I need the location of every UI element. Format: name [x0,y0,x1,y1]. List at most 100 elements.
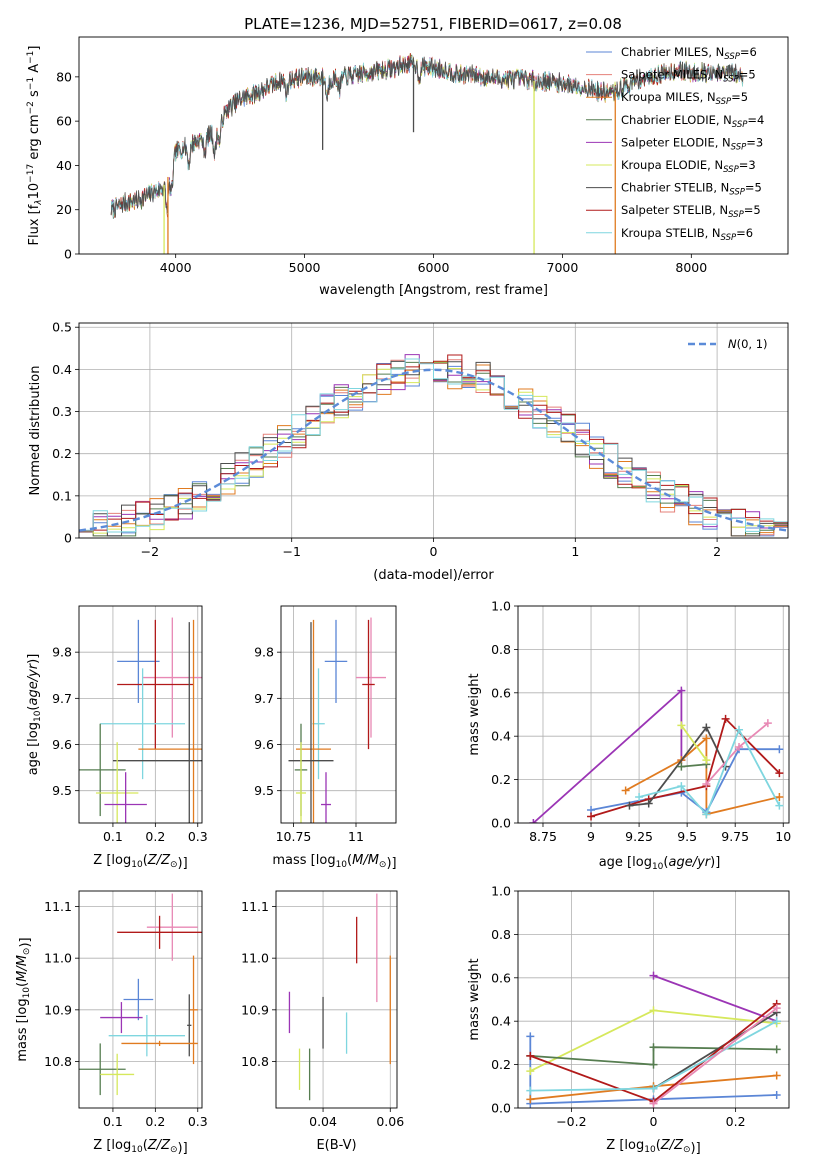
axes: −0.2 0 0.2 0.0 0.2 0.4 0.6 0.8 1.0 Z [log10(Z/Z⊙)… [467,884,790,1156]
weight-marker [775,769,784,778]
x-tick-label: 0.2 [145,1114,165,1129]
weight-marker [772,1090,781,1099]
y-tick-label: 11.0 [241,951,269,966]
x-axis-label: Z [log10(Z/Z⊙)] [606,1138,700,1156]
x-axis-label: age [log10(age/yr)] [599,855,721,872]
weight-marker [526,1086,535,1095]
y-tick-label: 10.9 [241,1002,269,1017]
legend-entry: Chabrier ELODIE, NSSP=4 [621,113,764,130]
axes-frame [280,605,397,824]
weight-series [653,974,778,1023]
grid [79,891,202,1108]
y-axis-label: age [log10(age/yr)] [26,654,43,776]
plot-area [110,53,744,254]
weight-marker [621,786,630,795]
weight-marker [526,1051,535,1060]
weight-z-axes: −0.2 0 0.2 0.0 0.2 0.4 0.6 0.8 1.0 Z [log10(Z/Z⊙)… [467,884,790,1156]
mass-ebv-axes: 0.04 0.06 10.8 10.9 11.0 11.1 E(B-V) [241,890,404,1153]
weight-marker [721,714,730,723]
x-tick-label: −0.2 [556,1114,586,1129]
y-tick-label: 60 [56,114,72,129]
y-tick-label: 9.7 [254,691,274,706]
legend-entry: Salpeter MILES, NSSP=5 [621,68,756,85]
axes: −2 −1 0 1 2 0 0.1 0.2 0.3 0.4 0.5 N(0, 1) (data-mode… [28,320,789,583]
weight-marker [772,1045,781,1054]
x-tick-label: 7000 [547,260,579,275]
y-tick-label: 1.0 [491,599,511,614]
weight-marker [677,782,686,791]
plot-area [79,893,202,1096]
x-tick-label: 4000 [160,260,192,275]
y-tick-label: 0.0 [491,1101,511,1116]
y-tick-label: 0.4 [491,729,511,744]
weight-marker [625,801,634,810]
x-tick-label: −1 [282,544,300,559]
axes-frame [275,890,398,1109]
y-tick-label: 0.6 [491,970,511,985]
y-tick-label: 9.5 [254,783,274,798]
weight-marker [677,762,686,771]
weight-series [680,724,708,761]
legend-entry: Kroupa STELIB, NSSP=6 [621,226,753,243]
x-tick-label: 9.75 [721,829,749,844]
y-tick-label: 9.6 [52,737,72,752]
spectrum-axes: 4000 5000 6000 7000 8000 0 20 40 60 80 Chabrier MI… [26,36,789,298]
y-tick-label: 9.7 [52,691,72,706]
y-tick-label: 0 [64,531,72,546]
x-axis-label: Z [log10(Z/Z⊙)] [93,853,187,871]
x-tick-label: 11 [348,829,364,844]
weight-marker [763,719,772,728]
x-tick-label: 0.1 [103,1114,123,1129]
x-tick-label: 6000 [418,260,450,275]
x-tick-label: 2 [713,544,721,559]
y-tick-label: 10.8 [241,1054,269,1069]
y-tick-label: 0.1 [52,488,72,503]
weight-series [530,1046,777,1066]
x-axis-label: E(B-V) [316,1138,356,1153]
weight-marker [649,1099,658,1108]
plot-area [288,617,386,823]
x-tick-label: 0.2 [145,829,165,844]
weight-series [590,748,780,814]
plot-area [79,617,202,823]
x-tick-label: 0.3 [188,1114,208,1129]
weight-marker [772,1071,781,1080]
y-tick-label: 0.2 [491,772,511,787]
figure-title: PLATE=1236, MJD=52751, FIBERID=0617, z=0… [244,15,622,33]
legend-entry: Chabrier MILES, NSSP=6 [621,45,757,62]
axes: 0.1 0.2 0.3 9.5 9.6 9.7 9.8 Z [log10(Z/Z⊙)] age … [26,605,208,871]
x-tick-label: 0 [650,1114,658,1129]
y-axis-label: Flux [fλ10−17 erg cm−2 s−1 A−1] [26,46,44,246]
grid [281,606,396,823]
legend: Chabrier MILES, NSSP=6 Salpeter MILES, NS… [586,45,764,243]
axes: 0.1 0.2 0.3 10.8 10.9 11.0 11.1 Z [log10(Z/Z⊙)]… [15,890,208,1156]
legend-entry: Salpeter STELIB, NSSP=5 [621,203,761,220]
x-tick-label: 8000 [675,260,707,275]
y-tick-label: 11.1 [241,899,269,914]
y-tick-label: 11.0 [44,951,72,966]
weight-marker [529,819,538,823]
weight-marker [649,1084,658,1093]
weight-marker [775,792,784,801]
y-tick-label: 0.4 [491,1014,511,1029]
x-tick-label: 0.04 [309,1114,337,1129]
weight-marker [702,756,711,765]
x-tick-label: −2 [141,544,159,559]
x-tick-label: 9.25 [625,829,653,844]
x-tick-label: 0.2 [726,1114,746,1129]
weight-marker [702,810,711,819]
x-tick-label: 0.3 [188,829,208,844]
weight-marker [635,792,644,801]
y-tick-label: 20 [56,202,72,217]
y-axis-label: mass weight [467,958,482,1040]
weight-marker [775,745,784,754]
weight-marker [677,686,686,695]
x-tick-label: 9 [587,829,595,844]
axes-frame [78,605,203,824]
x-tick-label: 10.75 [276,829,312,844]
weight-marker [735,743,744,752]
x-axis-label: Z [log10(Z/Z⊙)] [93,1138,187,1156]
normal-curve [79,368,788,532]
age-mass-axes: 10.75 11 9.5 9.6 9.7 9.8 mass [log10(M/M⊙)] [254,605,397,871]
